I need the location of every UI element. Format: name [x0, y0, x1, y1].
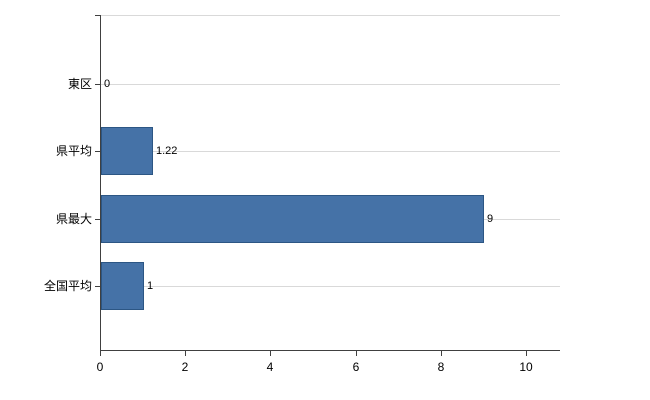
category-label: 県平均 — [55, 144, 92, 158]
gridline — [100, 151, 560, 152]
gridline — [100, 84, 560, 85]
value-label: 1.22 — [156, 145, 178, 157]
x-tick-label: 6 — [352, 360, 360, 374]
x-tick-label: 4 — [266, 360, 274, 374]
category-label: 県最大 — [55, 212, 92, 226]
gridline — [100, 286, 560, 287]
x-tick-label: 10 — [519, 360, 533, 374]
x-axis-tick — [185, 350, 186, 356]
value-label: 0 — [104, 78, 111, 90]
x-axis-line — [100, 350, 560, 351]
x-axis-tick — [356, 350, 357, 356]
y-axis-top-tick — [95, 15, 100, 16]
x-tick-label: 2 — [181, 360, 189, 374]
bar — [101, 195, 484, 243]
value-label: 1 — [147, 280, 154, 292]
x-axis-tick — [441, 350, 442, 356]
x-tick-label: 0 — [96, 360, 104, 374]
value-label: 9 — [487, 213, 494, 225]
y-axis-tick — [95, 286, 100, 287]
x-axis-tick — [270, 350, 271, 356]
y-axis-line — [100, 15, 101, 350]
y-axis-tick — [95, 151, 100, 152]
bar — [101, 262, 144, 310]
x-axis-tick — [526, 350, 527, 356]
bar — [101, 127, 153, 175]
x-tick-label: 8 — [437, 360, 445, 374]
plot-top-border — [100, 15, 560, 16]
category-label: 全国平均 — [43, 279, 92, 293]
category-label: 東区 — [67, 77, 92, 91]
x-axis-tick — [100, 350, 101, 356]
y-axis-tick — [95, 219, 100, 220]
y-axis-tick — [95, 84, 100, 85]
